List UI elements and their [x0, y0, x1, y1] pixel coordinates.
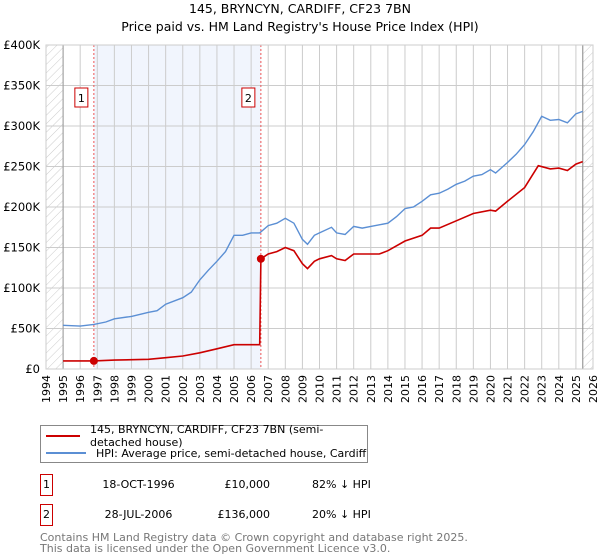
sale-number: 1 [40, 474, 53, 496]
sale-row: 1 18-OCT-1996 £10,000 82% ↓ HPI [40, 474, 440, 496]
sale-label-box [74, 87, 89, 108]
x-tick-label: 2005 [228, 375, 241, 403]
x-tick-label: 1995 [57, 375, 70, 403]
legend: 145, BRYNCYN, CARDIFF, CF23 7BN (semi-de… [40, 423, 368, 463]
x-tick-label: 2004 [211, 375, 224, 403]
sale-number: 2 [40, 504, 53, 526]
legend-item-hpi: HPI: Average price, semi-detached house,… [41, 445, 366, 461]
x-tick-label: 2006 [245, 375, 258, 403]
x-tick-label: 2014 [382, 375, 395, 403]
sale-point [89, 356, 98, 365]
sale-price: £10,000 [224, 478, 271, 491]
x-tick-label: 2020 [484, 375, 497, 403]
x-tick-label: 2018 [450, 375, 463, 403]
y-tick-label: £150K [3, 241, 40, 255]
x-tick-label: 2017 [433, 375, 446, 403]
x-tick-label: 2009 [296, 375, 309, 403]
x-tick-label: 2000 [143, 375, 156, 403]
x-tick-label: 2008 [279, 375, 292, 403]
sale-date: 28-JUL-2006 [104, 508, 173, 521]
chart-subtitle: Price paid vs. HM Land Registry's House … [121, 19, 479, 34]
x-tick-label: 2024 [553, 375, 566, 403]
y-tick-label: £50K [11, 322, 41, 336]
x-tick-label: 2019 [467, 375, 480, 403]
y-tick-label: £300K [3, 119, 40, 133]
x-tick-label: 2016 [416, 375, 429, 403]
sale-date: 18-OCT-1996 [102, 478, 175, 491]
sale-price: £136,000 [217, 508, 271, 521]
y-tick-label: £400K [3, 38, 40, 52]
x-tick-label: 2025 [570, 375, 583, 403]
x-tick-label: 2012 [348, 375, 361, 403]
sale-row: 2 28-JUL-2006 £136,000 20% ↓ HPI [40, 504, 440, 526]
sale-label-box [241, 87, 256, 108]
x-tick-label: 2023 [536, 375, 549, 403]
legend-swatch-blue [46, 452, 86, 454]
sale-label: 1 [78, 92, 85, 105]
sale-hpi-diff: 20% ↓ HPI [312, 508, 371, 521]
footer-licence: This data is licensed under the Open Gov… [40, 542, 391, 555]
footer-copyright: Contains HM Land Registry data © Crown c… [40, 531, 468, 544]
x-tick-label: 2026 [587, 375, 600, 403]
x-tick-label: 2013 [365, 375, 378, 403]
price-chart: 1994 1995 1996 1997 1998 1999 2000 2001 2002 2003… [3, 38, 600, 403]
y-tick-label: £350K [3, 79, 40, 93]
price-paid-line [63, 160, 583, 362]
x-tick-label: 1997 [91, 375, 104, 403]
legend-swatch-red [46, 435, 80, 437]
x-tick-label: 2011 [331, 375, 344, 403]
sale-hpi-diff: 82% ↓ HPI [312, 478, 371, 491]
x-tick-label: 1996 [74, 375, 87, 403]
x-tick-label: 2022 [519, 375, 532, 403]
legend-label: HPI: Average price, semi-detached house,… [96, 446, 367, 460]
x-tick-label: 2007 [262, 375, 275, 403]
sale-label: 2 [245, 92, 252, 105]
x-tick-label: 1998 [108, 375, 121, 403]
x-tick-label: 2021 [502, 375, 515, 403]
legend-label: 145, BRYNCYN, CARDIFF, CF23 7BN (semi-de… [90, 423, 324, 449]
plot-frame [45, 44, 594, 370]
y-tick-label: £100K [3, 281, 40, 295]
x-tick-label: 2015 [399, 375, 412, 403]
x-tick-label: 1999 [125, 375, 138, 403]
y-tick-label: £250K [3, 160, 40, 174]
sale-point [256, 254, 265, 263]
x-tick-label: 2010 [314, 375, 327, 403]
legend-item-property: 145, BRYNCYN, CARDIFF, CF23 7BN (semi-de… [41, 423, 367, 449]
hpi-line [63, 110, 583, 327]
y-tick-label: £0 [25, 362, 40, 376]
x-tick-label: 2001 [160, 375, 173, 403]
chart-title: 145, BRYNCYN, CARDIFF, CF23 7BN [189, 1, 411, 16]
x-tick-label: 2002 [177, 375, 190, 403]
x-tick-label: 2003 [194, 375, 207, 403]
y-tick-label: £200K [3, 200, 40, 214]
x-tick-label: 1994 [40, 375, 53, 403]
